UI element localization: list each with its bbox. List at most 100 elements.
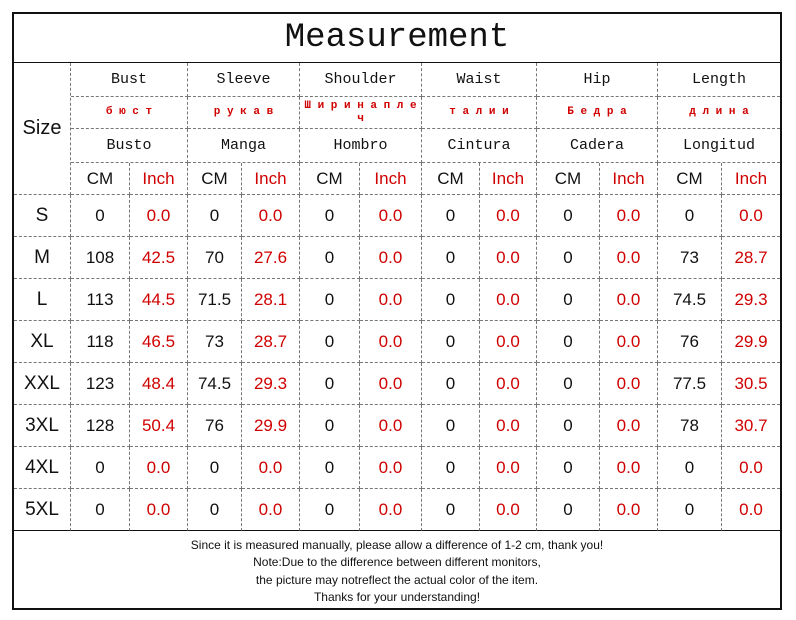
measurement: 0.0 — [130, 447, 188, 489]
measurement: 44.5 — [130, 279, 188, 321]
column-header-es: Manga — [188, 129, 300, 163]
column-header-ru: Б е д р а — [537, 97, 658, 129]
measurement: 0 — [422, 237, 480, 279]
size-header: Size — [14, 63, 71, 195]
measurement: 0 — [71, 489, 130, 531]
unit-header: Inch — [360, 163, 422, 195]
measurement: 0 — [300, 321, 360, 363]
measurement: 76 — [658, 321, 722, 363]
measurement: 28.1 — [242, 279, 300, 321]
column-header: Hip — [537, 63, 658, 97]
measurement: 76 — [188, 405, 242, 447]
footer-note: the picture may notreflect the actual co… — [255, 572, 539, 587]
measurement: 0.0 — [722, 195, 780, 237]
measurement: 30.7 — [722, 405, 780, 447]
measurement: 0 — [537, 195, 600, 237]
column-header-ru: б ю с т — [71, 97, 188, 129]
measurement: 0 — [658, 195, 722, 237]
column-header-ru: д л и н а — [658, 97, 780, 129]
measurement: 0.0 — [130, 195, 188, 237]
measurement: 29.9 — [242, 405, 300, 447]
measurement: 0.0 — [360, 321, 422, 363]
measurement: 0 — [537, 279, 600, 321]
measurement: 0.0 — [480, 195, 537, 237]
title: Measurement — [14, 14, 780, 63]
measurement: 42.5 — [130, 237, 188, 279]
measurement: 0.0 — [360, 237, 422, 279]
measurement: 0.0 — [600, 279, 658, 321]
measurement: 0.0 — [600, 195, 658, 237]
size-label: L — [14, 279, 71, 321]
table-frame — [12, 12, 782, 610]
measurement: 0.0 — [480, 489, 537, 531]
measurement: 0.0 — [480, 321, 537, 363]
measurement: 0.0 — [242, 489, 300, 531]
measurement: 0 — [537, 447, 600, 489]
unit-header: Inch — [722, 163, 780, 195]
measurement: 0 — [658, 447, 722, 489]
column-header: Length — [658, 63, 780, 97]
column-header: Waist — [422, 63, 537, 97]
measurement: 118 — [71, 321, 130, 363]
measurement: 0 — [422, 321, 480, 363]
measurement: 0.0 — [480, 405, 537, 447]
measurement: 123 — [71, 363, 130, 405]
measurement: 0 — [422, 405, 480, 447]
column-header-es: Longitud — [658, 129, 780, 163]
measurement: 0 — [422, 363, 480, 405]
unit-header: Inch — [600, 163, 658, 195]
column-header: Sleeve — [188, 63, 300, 97]
measurement: 0 — [422, 447, 480, 489]
measurement: 27.6 — [242, 237, 300, 279]
measurement: 0.0 — [130, 489, 188, 531]
measurement: 0 — [422, 489, 480, 531]
measurement: 0.0 — [480, 363, 537, 405]
measurement: 0 — [71, 195, 130, 237]
measurement: 74.5 — [658, 279, 722, 321]
measurement: 108 — [71, 237, 130, 279]
measurement: 0 — [658, 489, 722, 531]
column-header: Shoulder — [300, 63, 422, 97]
measurement: 113 — [71, 279, 130, 321]
measurement: 0.0 — [480, 237, 537, 279]
measurement: 73 — [658, 237, 722, 279]
measurement: 28.7 — [722, 237, 780, 279]
measurement: 0.0 — [722, 489, 780, 531]
unit-header: CM — [537, 163, 600, 195]
column-header-es: Busto — [71, 129, 188, 163]
measurement: 0 — [537, 405, 600, 447]
measurement: 0.0 — [722, 447, 780, 489]
measurement: 28.7 — [242, 321, 300, 363]
measurement: 50.4 — [130, 405, 188, 447]
column-header-ru: Ш и р и н а п л е ч — [300, 97, 422, 129]
size-label: M — [14, 237, 71, 279]
column-header-es: Cintura — [422, 129, 537, 163]
measurement: 0 — [300, 447, 360, 489]
measurement: 71.5 — [188, 279, 242, 321]
measurement: 0 — [300, 363, 360, 405]
measurement: 0.0 — [360, 489, 422, 531]
measurement: 29.3 — [242, 363, 300, 405]
measurement: 0 — [300, 195, 360, 237]
measurement: 0 — [300, 279, 360, 321]
measurement: 46.5 — [130, 321, 188, 363]
column-header: Bust — [71, 63, 188, 97]
measurement: 0 — [188, 447, 242, 489]
measurement: 73 — [188, 321, 242, 363]
measurement: 78 — [658, 405, 722, 447]
measurement: 0 — [422, 195, 480, 237]
measurement: 0 — [188, 195, 242, 237]
measurement: 0.0 — [600, 447, 658, 489]
measurement: 0.0 — [360, 279, 422, 321]
column-header-ru: р у к а в — [188, 97, 300, 129]
size-label: XXL — [14, 363, 71, 405]
unit-header: Inch — [480, 163, 537, 195]
unit-header: CM — [188, 163, 242, 195]
measurement: 0 — [300, 237, 360, 279]
unit-header: Inch — [130, 163, 188, 195]
column-header-ru: т а л и и — [422, 97, 537, 129]
measurement: 74.5 — [188, 363, 242, 405]
measurement: 0.0 — [600, 237, 658, 279]
measurement: 0.0 — [360, 363, 422, 405]
